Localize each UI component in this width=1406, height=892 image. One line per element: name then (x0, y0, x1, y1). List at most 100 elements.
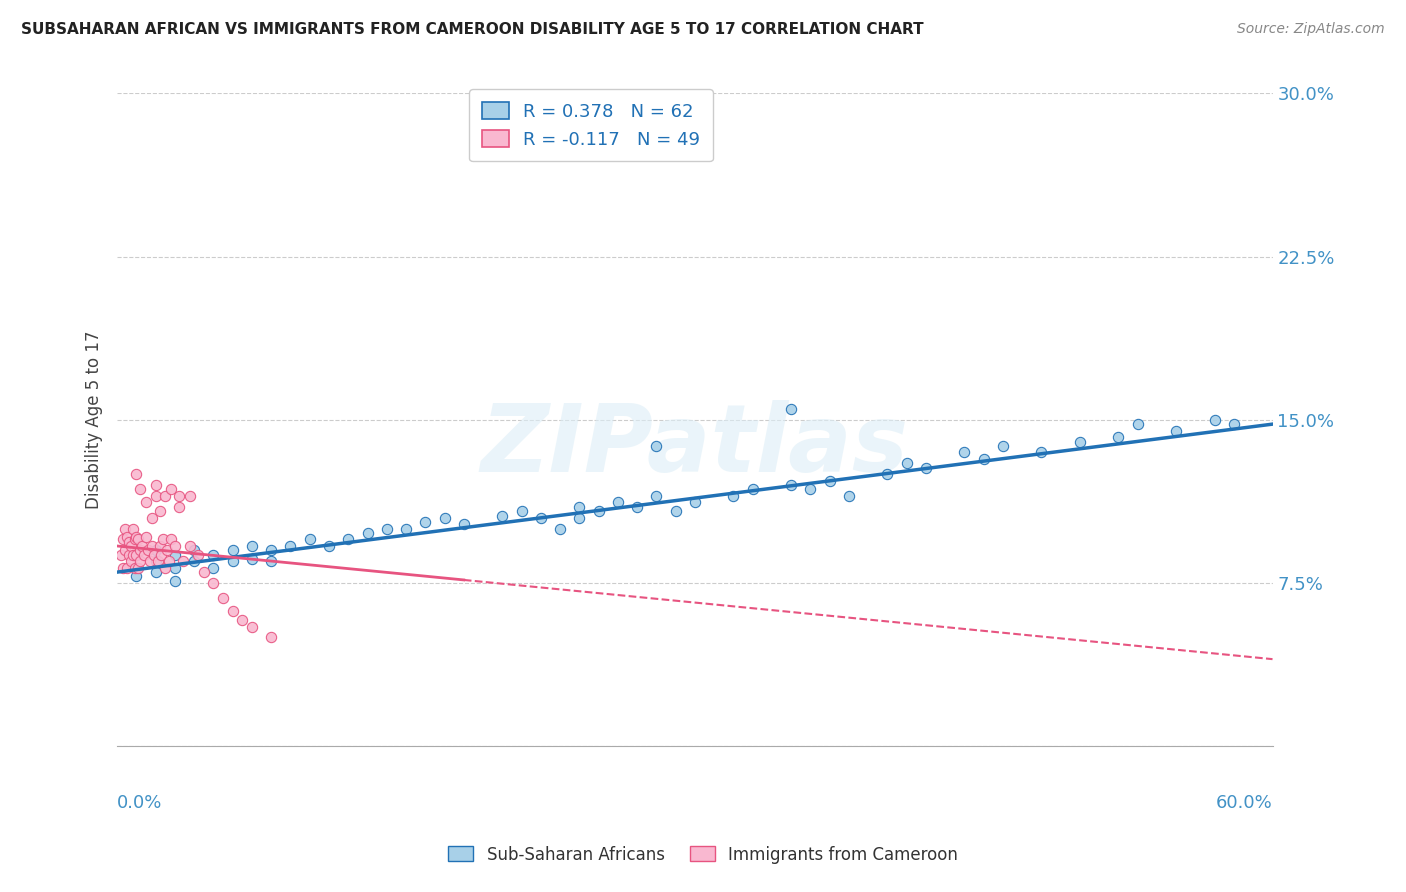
Point (155, 489, 177, 503)
Point (157, 554, 180, 568)
Point (124, 560, 146, 574)
Point (222, 554, 245, 568)
Point (1223, 417, 1246, 431)
Text: 60.0%: 60.0% (1216, 794, 1272, 812)
Point (212, 591, 235, 606)
Point (145, 565, 167, 579)
Point (568, 510, 591, 524)
Point (131, 539, 153, 553)
Point (1069, 434, 1091, 449)
Point (453, 517, 475, 532)
Point (1126, 417, 1149, 431)
Point (318, 539, 340, 553)
Point (134, 548, 156, 562)
Point (127, 533, 149, 547)
Point (260, 543, 283, 558)
Point (125, 530, 148, 544)
Point (915, 460, 938, 475)
Point (1166, 424, 1188, 438)
Point (280, 539, 302, 553)
Point (723, 489, 745, 503)
Point (114, 522, 136, 536)
Text: ZIPatlas: ZIPatlas (481, 400, 908, 491)
Point (120, 539, 142, 553)
Point (163, 574, 186, 588)
Point (145, 478, 167, 492)
Point (606, 495, 628, 509)
Point (741, 483, 763, 497)
Point (780, 478, 803, 492)
Point (568, 500, 591, 514)
Point (145, 554, 167, 568)
Point (110, 548, 132, 562)
Legend: Sub-Saharan Africans, Immigrants from Cameroon: Sub-Saharan Africans, Immigrants from Ca… (441, 839, 965, 871)
Point (135, 495, 157, 509)
Y-axis label: Disability Age 5 to 17: Disability Age 5 to 17 (86, 331, 103, 509)
Point (142, 548, 165, 562)
Point (179, 489, 201, 503)
Point (163, 548, 186, 562)
Point (155, 560, 177, 574)
Point (115, 530, 138, 544)
Point (231, 613, 253, 627)
Point (135, 530, 157, 544)
Point (148, 539, 170, 553)
Point (375, 522, 398, 536)
Point (1108, 430, 1130, 444)
Point (129, 483, 152, 497)
Point (510, 504, 533, 518)
Text: Source: ZipAtlas.com: Source: ZipAtlas.com (1237, 22, 1385, 37)
Point (163, 539, 186, 553)
Point (183, 554, 205, 568)
Point (127, 560, 149, 574)
Point (260, 554, 283, 568)
Point (125, 548, 148, 562)
Legend: R = 0.378   N = 62, R = -0.117   N = 49: R = 0.378 N = 62, R = -0.117 N = 49 (470, 89, 713, 161)
Point (160, 483, 183, 497)
Point (202, 548, 225, 562)
Point (125, 548, 148, 562)
Point (626, 500, 648, 514)
Point (1031, 445, 1053, 459)
Text: SUBSAHARAN AFRICAN VS IMMIGRANTS FROM CAMEROON DISABILITY AGE 5 TO 17 CORRELATIO: SUBSAHARAN AFRICAN VS IMMIGRANTS FROM CA… (21, 22, 924, 37)
Point (121, 548, 143, 562)
Point (156, 543, 179, 558)
Point (141, 539, 163, 553)
Point (167, 500, 190, 514)
Point (125, 569, 148, 583)
Point (136, 543, 159, 558)
Point (179, 539, 201, 553)
Point (202, 560, 225, 574)
Point (683, 495, 706, 509)
Point (973, 452, 995, 467)
Point (356, 525, 378, 540)
Point (111, 533, 134, 547)
Point (337, 533, 360, 547)
Point (125, 467, 148, 482)
Point (145, 489, 167, 503)
Point (876, 467, 898, 482)
Point (183, 543, 205, 558)
Point (530, 510, 553, 524)
Point (160, 533, 183, 547)
Point (172, 554, 194, 568)
Point (121, 522, 143, 536)
Point (193, 565, 215, 579)
Point (148, 504, 170, 518)
Point (187, 548, 209, 562)
Point (896, 456, 918, 470)
Point (799, 483, 821, 497)
Point (115, 560, 138, 574)
Point (125, 560, 148, 574)
Point (665, 504, 688, 518)
Point (141, 510, 163, 524)
Point (818, 474, 841, 488)
Point (146, 554, 169, 568)
Point (124, 533, 146, 547)
Point (152, 533, 174, 547)
Point (491, 508, 513, 523)
Point (118, 534, 141, 549)
Point (395, 522, 418, 536)
Point (145, 543, 167, 558)
Point (240, 619, 263, 633)
